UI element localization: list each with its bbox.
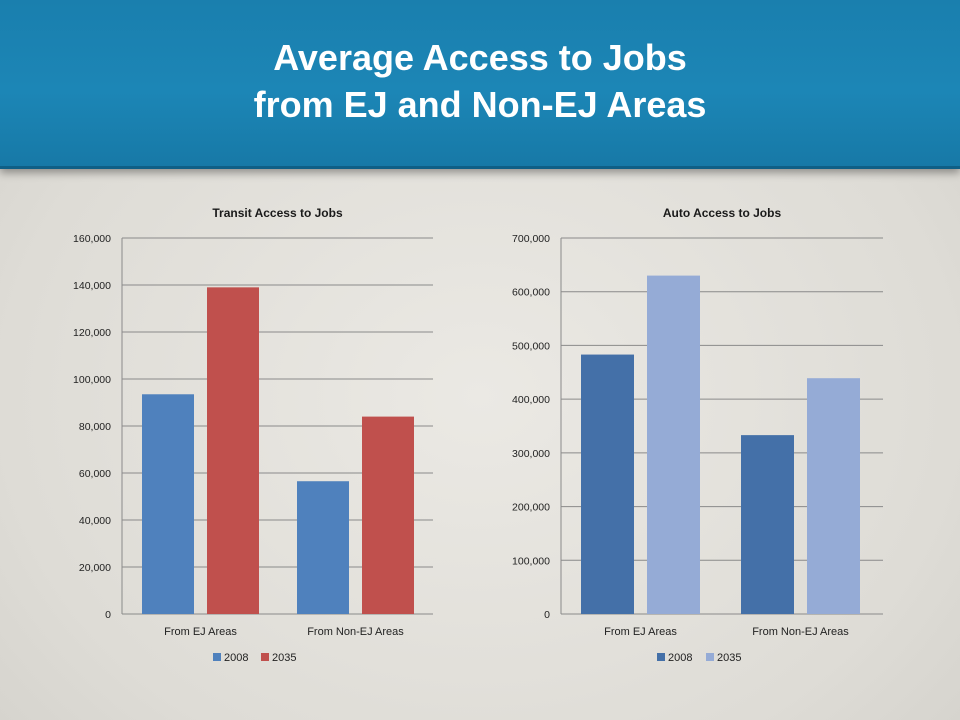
- title-banner: Average Access to Jobs from EJ and Non-E…: [0, 0, 960, 169]
- bar-2008-non-ej: [297, 481, 349, 614]
- bar-2035-non-ej: [807, 378, 860, 614]
- y-tick-label: 500,000: [512, 340, 550, 352]
- bar-2008-ej: [142, 394, 194, 614]
- y-tick-label: 600,000: [512, 287, 550, 299]
- y-tick-label: 300,000: [512, 448, 550, 460]
- legend-swatch: [213, 653, 221, 661]
- category-label: From Non-EJ Areas: [752, 626, 849, 638]
- legend-label: 2008: [668, 652, 692, 664]
- y-tick-label: 60,000: [79, 468, 111, 480]
- slide-title-line-1: Average Access to Jobs: [273, 37, 687, 78]
- bar-2008-ej: [581, 354, 634, 614]
- slide-title: Average Access to Jobs from EJ and Non-E…: [0, 34, 960, 128]
- y-tick-label: 700,000: [512, 233, 550, 245]
- chart-title: Transit Access to Jobs: [212, 206, 343, 220]
- y-tick-label: 140,000: [73, 280, 111, 292]
- category-label: From EJ Areas: [604, 626, 677, 638]
- bar-2035-ej: [207, 287, 259, 614]
- y-tick-label: 160,000: [73, 233, 111, 245]
- y-tick-label: 120,000: [73, 327, 111, 339]
- bar-2035-ej: [647, 275, 700, 614]
- y-tick-label: 20,000: [79, 562, 111, 574]
- legend-label: 2035: [272, 652, 296, 664]
- y-tick-label: 100,000: [512, 555, 550, 567]
- y-tick-label: 40,000: [79, 515, 111, 527]
- legend-swatch: [706, 653, 714, 661]
- y-tick-label: 400,000: [512, 394, 550, 406]
- legend-label: 2035: [717, 652, 741, 664]
- category-label: From Non-EJ Areas: [307, 626, 404, 638]
- chart-title: Auto Access to Jobs: [663, 206, 782, 220]
- bar-2008-non-ej: [741, 435, 794, 614]
- y-tick-label: 100,000: [73, 374, 111, 386]
- legend-swatch: [657, 653, 665, 661]
- y-tick-label: 80,000: [79, 421, 111, 433]
- y-tick-label: 0: [544, 609, 550, 621]
- slide-title-line-2: from EJ and Non-EJ Areas: [253, 84, 707, 125]
- y-tick-label: 200,000: [512, 502, 550, 514]
- legend-label: 2008: [224, 652, 248, 664]
- y-tick-label: 0: [105, 609, 111, 621]
- category-label: From EJ Areas: [164, 626, 237, 638]
- bar-2035-non-ej: [362, 416, 414, 614]
- legend-swatch: [261, 653, 269, 661]
